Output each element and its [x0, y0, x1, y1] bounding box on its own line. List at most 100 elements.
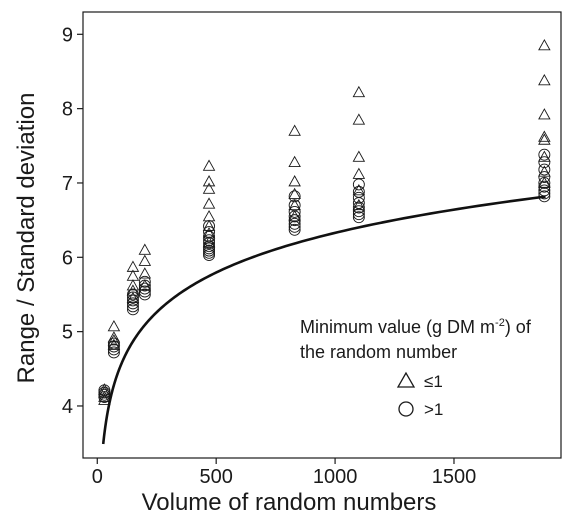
triangle-data-point — [202, 175, 216, 187]
triangle-data-point — [538, 165, 551, 177]
circle-data-point — [138, 282, 151, 295]
circle-data-point — [352, 178, 365, 191]
triangle-data-point — [202, 219, 216, 231]
y-tick-label: 6 — [62, 247, 73, 269]
triangle-data-point — [288, 187, 301, 199]
fit-curve-line — [101, 195, 546, 445]
legend-label-gt1: >1 — [424, 400, 443, 419]
y-axis-title: Range / Standard deviation — [13, 93, 40, 384]
triangle-data-point — [352, 183, 366, 196]
triangle-data-point — [202, 182, 216, 194]
triangle-data-point — [138, 267, 152, 279]
circle-data-point — [538, 177, 551, 189]
triangle-data-point — [288, 175, 301, 187]
circle-data-point — [126, 294, 139, 307]
y-tick-label: 9 — [62, 24, 73, 46]
legend-label-le1: ≤1 — [424, 372, 443, 391]
triangle-data-point — [107, 334, 121, 346]
circle-data-point — [126, 291, 139, 304]
triangle-data-point — [538, 108, 551, 120]
triangle-data-point — [352, 150, 366, 162]
circle-data-point — [138, 279, 151, 292]
triangle-data-point — [352, 113, 366, 125]
axis-ticks: 0 500 1000 1500 4 5 6 7 8 9 — [62, 24, 476, 488]
triangle-data-point — [288, 198, 301, 211]
circle-data-point — [352, 201, 365, 214]
circle-data-point — [288, 190, 301, 203]
circle-data-point — [98, 384, 111, 397]
legend: Minimum value (g DM m-2) of the random n… — [300, 317, 532, 419]
triangle-data-point — [352, 167, 366, 179]
triangle-data-point — [202, 159, 216, 171]
circle-data-point — [352, 205, 365, 218]
circle-data-point — [352, 208, 365, 221]
circle-data-point — [288, 220, 301, 233]
circle-data-point — [126, 288, 139, 301]
circle-data-point — [288, 217, 301, 230]
triangle-data-point — [138, 279, 152, 291]
circle-data-point — [203, 230, 215, 243]
triangle-data-point — [98, 390, 111, 402]
circle-data-point — [538, 148, 551, 161]
triangle-data-point — [126, 260, 140, 272]
triangle-data-point — [288, 155, 301, 168]
triangle-data-point — [538, 130, 551, 142]
triangle-data-point — [538, 133, 551, 145]
plot-area — [82, 11, 562, 459]
triangle-data-point — [352, 85, 366, 98]
circle-data-point — [203, 234, 215, 247]
circle-data-point — [107, 340, 120, 353]
circle-data-point — [107, 346, 120, 359]
circle-data-point — [138, 275, 151, 288]
triangle-data-point — [202, 197, 216, 209]
y-tick-label: 4 — [62, 396, 73, 418]
circle-data-point — [126, 303, 139, 316]
triangle-data-point — [107, 331, 121, 343]
circle-data-point — [352, 185, 365, 198]
triangle-data-point — [98, 383, 111, 395]
triangle-data-point — [126, 269, 140, 281]
legend-circle-icon — [398, 401, 414, 417]
circle-data-point — [288, 214, 301, 227]
x-tick-label: 1500 — [432, 466, 477, 488]
circle-data-point — [138, 285, 151, 298]
triangle-data-point — [126, 279, 140, 291]
legend-triangle-icon — [396, 371, 416, 388]
triangle-data-point — [538, 73, 551, 86]
circle-data-point — [126, 297, 139, 310]
circle-data-point — [538, 187, 551, 200]
circle-data-point — [538, 156, 551, 169]
circle-data-point — [138, 288, 151, 301]
legend-title-line2: the random number — [300, 342, 457, 362]
triangle-data-point — [138, 243, 152, 255]
circle-data-point — [203, 240, 215, 253]
legend-title-line1: Minimum value (g DM m-2) of — [300, 317, 532, 337]
circle-data-point — [203, 226, 215, 238]
circle-data-point — [107, 343, 120, 356]
circle-data-point — [538, 180, 551, 193]
circle-data-point — [538, 171, 551, 183]
y-tick-label: 8 — [62, 99, 73, 121]
triangle-data-point — [538, 150, 551, 162]
x-tick-label: 1000 — [313, 466, 358, 488]
triangle-data-point — [538, 39, 551, 51]
circle-data-point — [352, 211, 365, 224]
circle-data-point — [288, 223, 301, 236]
triangle-data-point — [288, 124, 301, 136]
triangle-data-point — [138, 254, 152, 266]
circle-data-point — [288, 199, 301, 212]
triangle-data-point — [107, 320, 121, 332]
triangle-data-point — [352, 198, 366, 211]
circle-data-point — [126, 300, 139, 313]
circle-data-point — [352, 191, 365, 204]
x-tick-label: 500 — [199, 466, 232, 488]
circle-data-point — [107, 337, 120, 350]
y-tick-label: 5 — [62, 322, 73, 344]
circle-data-point — [203, 220, 215, 233]
y-tick-label: 7 — [62, 173, 73, 195]
circle-data-point — [288, 206, 301, 218]
x-axis-title: Volume of random numbers — [142, 489, 437, 516]
x-tick-label: 0 — [92, 466, 103, 488]
plot-frame — [82, 11, 562, 459]
triangle-data-point — [202, 209, 216, 222]
